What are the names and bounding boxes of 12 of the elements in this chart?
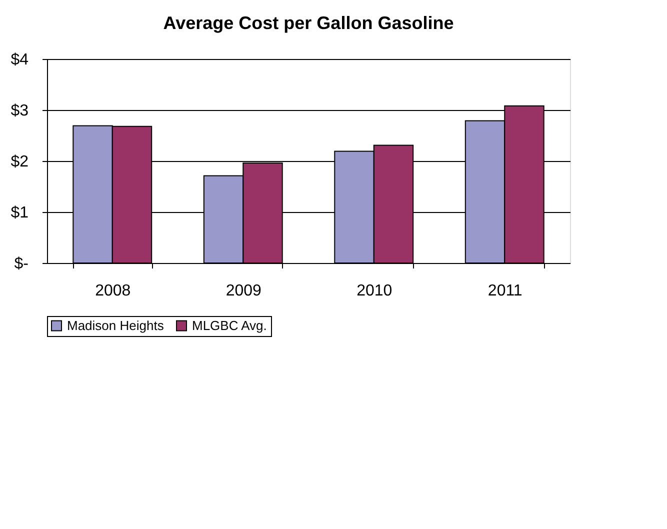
y-tick-label: $- <box>14 256 28 272</box>
legend-label: MLGBC Avg. <box>192 318 267 333</box>
x-tick-label: 2009 <box>226 282 262 300</box>
x-tick-label: 2008 <box>95 282 131 300</box>
y-tick-label: $1 <box>10 204 29 222</box>
legend-label: Madison Heights <box>67 318 164 333</box>
x-tick-label: 2011 <box>488 282 522 300</box>
y-tick-label: $4 <box>10 52 29 68</box>
x-tick-label: 2010 <box>356 282 392 300</box>
y-tick-label: $3 <box>10 102 29 120</box>
chart-title: Average Cost per Gallon Gasoline <box>163 13 454 33</box>
y-tick-label: $2 <box>10 154 29 170</box>
